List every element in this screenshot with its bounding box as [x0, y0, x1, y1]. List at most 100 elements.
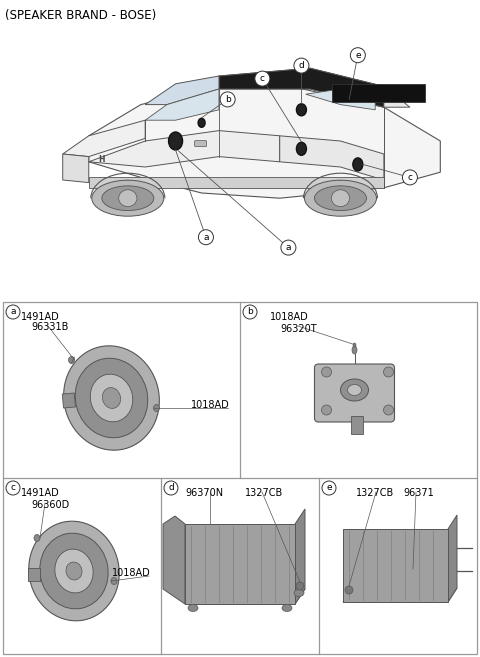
Ellipse shape: [294, 589, 304, 597]
Circle shape: [345, 586, 353, 594]
Ellipse shape: [304, 180, 376, 216]
Ellipse shape: [119, 190, 137, 207]
Circle shape: [164, 481, 178, 495]
Ellipse shape: [297, 104, 306, 116]
Ellipse shape: [168, 132, 182, 150]
Ellipse shape: [64, 346, 159, 450]
Text: a: a: [10, 307, 16, 317]
Polygon shape: [295, 509, 305, 604]
Text: 96331B: 96331B: [31, 322, 68, 332]
Text: 1018AD: 1018AD: [112, 568, 151, 578]
Ellipse shape: [29, 521, 119, 621]
Bar: [28, 568, 40, 581]
Ellipse shape: [154, 405, 159, 411]
Circle shape: [220, 92, 235, 107]
Ellipse shape: [352, 346, 357, 354]
Text: e: e: [326, 484, 332, 493]
Ellipse shape: [102, 388, 120, 409]
Text: 1327CB: 1327CB: [356, 488, 394, 498]
Polygon shape: [304, 180, 376, 209]
Text: 96360D: 96360D: [31, 500, 69, 510]
Circle shape: [384, 367, 394, 377]
Circle shape: [6, 481, 20, 495]
Polygon shape: [92, 180, 164, 209]
Text: d: d: [168, 484, 174, 493]
Text: 96370N: 96370N: [185, 488, 223, 498]
Circle shape: [294, 58, 309, 73]
Polygon shape: [343, 588, 457, 602]
Ellipse shape: [348, 384, 361, 396]
Text: a: a: [286, 243, 291, 252]
Text: 1491AD: 1491AD: [21, 488, 60, 498]
Polygon shape: [219, 68, 384, 107]
Polygon shape: [145, 89, 219, 120]
Text: c: c: [260, 74, 265, 83]
FancyBboxPatch shape: [314, 364, 395, 422]
Polygon shape: [306, 89, 375, 110]
Ellipse shape: [297, 143, 306, 155]
Circle shape: [350, 48, 365, 62]
Circle shape: [243, 305, 257, 319]
Ellipse shape: [353, 343, 356, 347]
Polygon shape: [63, 154, 89, 183]
Ellipse shape: [55, 549, 93, 593]
Ellipse shape: [340, 379, 369, 401]
Text: 1491AD: 1491AD: [21, 312, 60, 322]
Polygon shape: [145, 76, 219, 104]
Polygon shape: [185, 589, 305, 604]
FancyBboxPatch shape: [332, 84, 424, 102]
Circle shape: [296, 582, 304, 590]
Polygon shape: [89, 84, 440, 198]
Circle shape: [402, 170, 418, 185]
Text: c: c: [408, 173, 412, 182]
Circle shape: [322, 405, 332, 415]
Ellipse shape: [92, 180, 164, 216]
Text: e: e: [355, 51, 360, 60]
Ellipse shape: [198, 118, 205, 127]
Bar: [3, 302, 477, 654]
Text: 96371: 96371: [403, 488, 434, 498]
Ellipse shape: [102, 186, 154, 210]
Ellipse shape: [314, 186, 367, 210]
Circle shape: [255, 71, 270, 86]
Ellipse shape: [69, 357, 74, 363]
Text: c: c: [11, 484, 15, 493]
Polygon shape: [89, 177, 384, 188]
Ellipse shape: [111, 578, 117, 585]
Bar: [350, 416, 362, 434]
Ellipse shape: [331, 190, 349, 207]
Text: (SPEAKER BRAND - BOSE): (SPEAKER BRAND - BOSE): [5, 9, 156, 22]
Ellipse shape: [34, 535, 40, 541]
Ellipse shape: [353, 158, 363, 171]
Ellipse shape: [282, 604, 292, 612]
Text: 96320T: 96320T: [280, 324, 317, 334]
Bar: [62, 393, 75, 408]
Circle shape: [322, 481, 336, 495]
Polygon shape: [89, 131, 280, 167]
Circle shape: [198, 230, 214, 244]
Ellipse shape: [188, 604, 198, 612]
Text: b: b: [225, 95, 230, 104]
Polygon shape: [185, 524, 295, 604]
Text: 1018AD: 1018AD: [191, 400, 230, 410]
Polygon shape: [167, 68, 410, 107]
Ellipse shape: [75, 358, 148, 438]
Ellipse shape: [66, 562, 82, 580]
Polygon shape: [63, 120, 145, 156]
Polygon shape: [343, 529, 448, 602]
Ellipse shape: [90, 374, 132, 422]
Circle shape: [281, 240, 296, 255]
Text: b: b: [247, 307, 253, 317]
Text: 1327CB: 1327CB: [245, 488, 283, 498]
Polygon shape: [280, 136, 384, 180]
Polygon shape: [163, 516, 185, 604]
Text: d: d: [299, 61, 304, 70]
Circle shape: [6, 305, 20, 319]
Text: 1018AD: 1018AD: [270, 312, 309, 322]
Text: H: H: [98, 154, 105, 164]
Circle shape: [322, 367, 332, 377]
Text: a: a: [203, 233, 209, 242]
FancyBboxPatch shape: [194, 141, 206, 147]
Ellipse shape: [40, 533, 108, 609]
Circle shape: [384, 405, 394, 415]
